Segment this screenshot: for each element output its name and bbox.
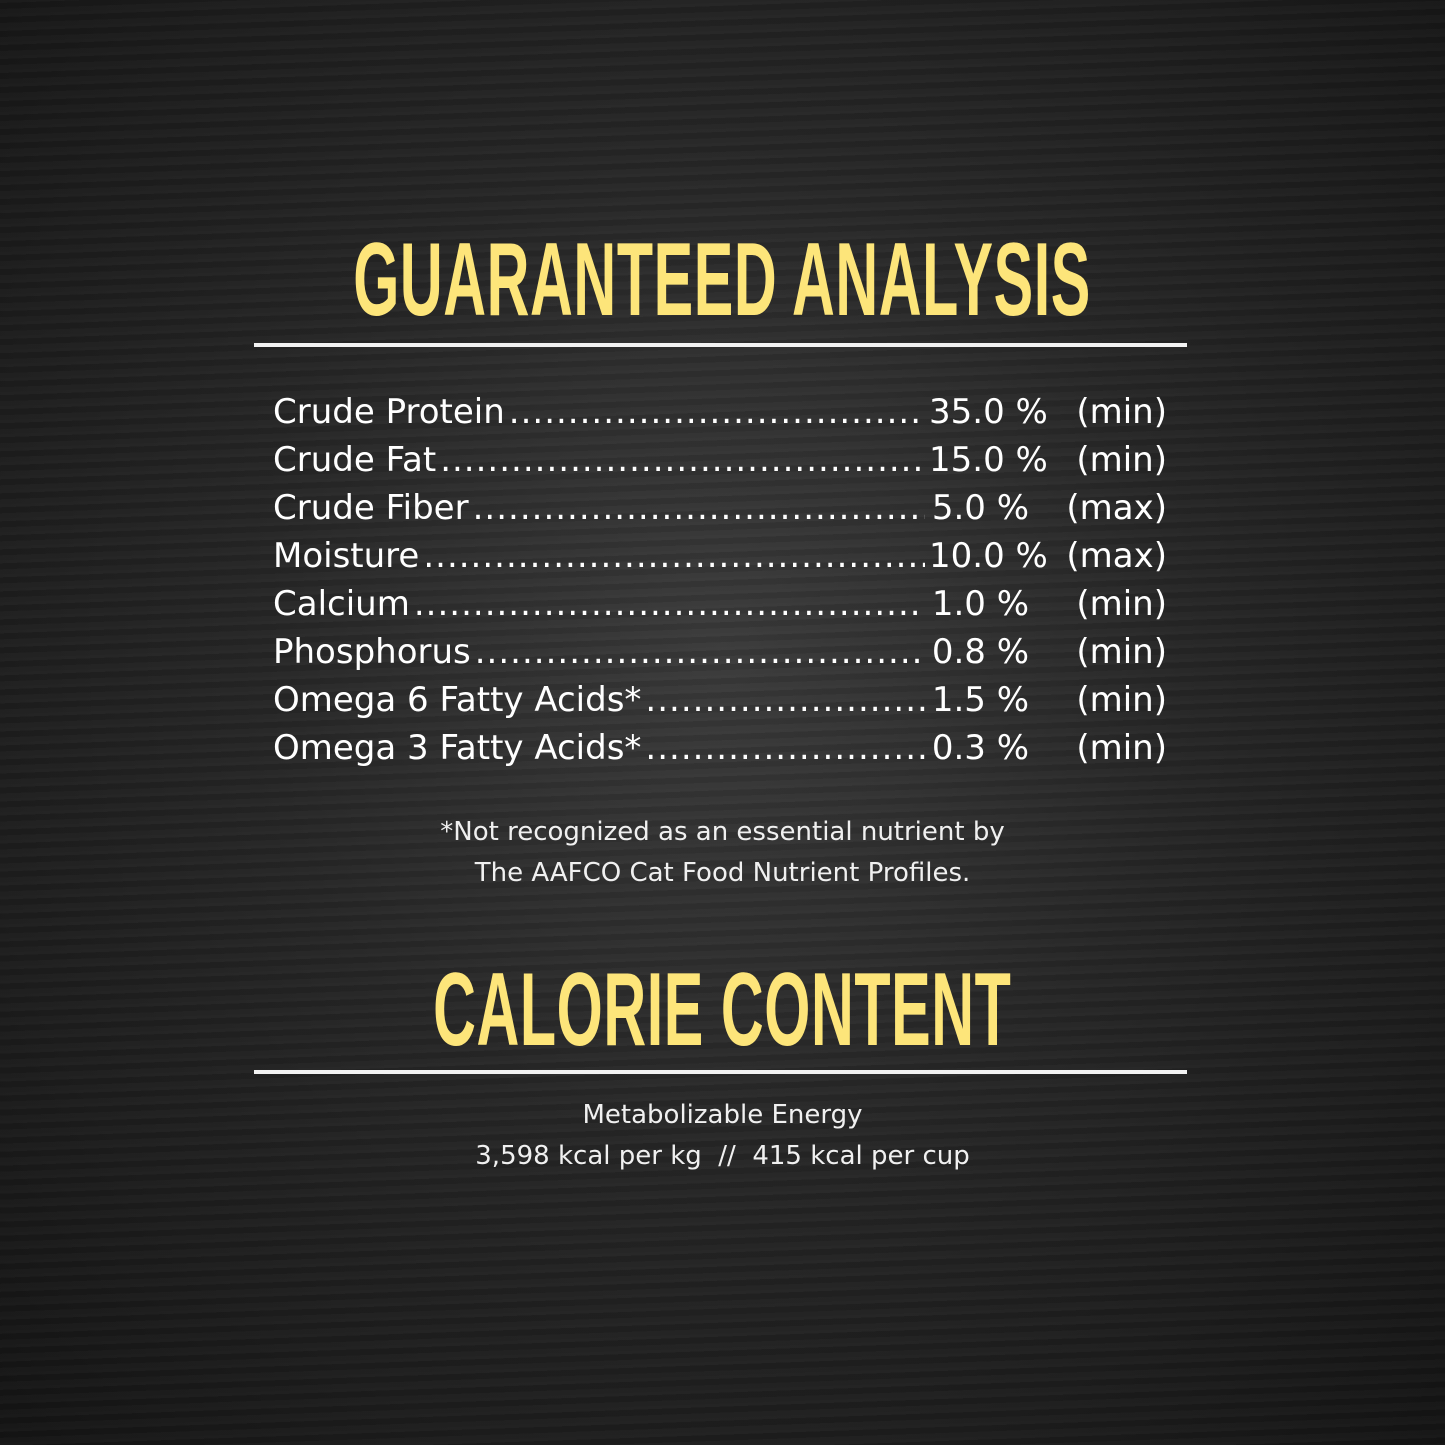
divider: [254, 343, 1187, 347]
table-row: Moisture 10.0 % (max): [273, 532, 1167, 580]
table-row: Omega 3 Fatty Acids* 0.3 % (min): [273, 724, 1167, 772]
nutrient-value: 1.0 %: [931, 584, 1029, 624]
nutrient-label: Calcium: [273, 584, 410, 624]
nutrient-value: 1.5 %: [931, 680, 1029, 720]
dot-leader: [475, 628, 925, 676]
guaranteed-analysis-title: GUARANTEED ANALYSIS: [0, 228, 1445, 332]
footnote-line-2: The AAFCO Cat Food Nutrient Profiles.: [474, 858, 971, 888]
table-row: Crude Fiber 5.0 % (max): [273, 484, 1167, 532]
nutrient-value: 10.0 %: [929, 536, 1048, 576]
nutrient-value: 0.8 %: [931, 632, 1029, 672]
nutrient-qualifier: (min): [1076, 728, 1167, 768]
energy-values: 3,598 kcal per kg // 415 kcal per cup: [475, 1141, 970, 1171]
footnote-line-1: *Not recognized as an essential nutrient…: [440, 817, 1005, 847]
nutrient-qualifier: (min): [1076, 632, 1167, 672]
nutrient-value: 5.0 %: [931, 488, 1029, 528]
nutrient-qualifier: (max): [1066, 488, 1167, 528]
divider: [254, 1070, 1187, 1074]
dot-leader: [509, 388, 925, 436]
nutrient-value: 35.0 %: [929, 392, 1048, 432]
nutrient-qualifier: (max): [1066, 536, 1167, 576]
title-text: CALORIE CONTENT: [433, 952, 1012, 1068]
dot-leader: [473, 484, 925, 532]
table-row: Calcium 1.0 % (min): [273, 580, 1167, 628]
nutrient-label: Phosphorus: [273, 632, 471, 672]
dot-leader: [423, 532, 925, 580]
nutrient-label: Crude Protein: [273, 392, 505, 432]
nutrient-qualifier: (min): [1076, 584, 1167, 624]
energy-label: Metabolizable Energy: [582, 1100, 863, 1130]
table-row: Phosphorus 0.8 % (min): [273, 628, 1167, 676]
nutrient-label: Omega 3 Fatty Acids*: [273, 728, 642, 768]
nutrient-qualifier: (min): [1076, 440, 1167, 480]
title-text: GUARANTEED ANALYSIS: [353, 222, 1092, 338]
nutrient-value: 15.0 %: [929, 440, 1048, 480]
dot-leader: [645, 724, 925, 772]
dot-leader: [414, 580, 925, 628]
nutrient-label: Omega 6 Fatty Acids*: [273, 680, 642, 720]
calorie-content-title: CALORIE CONTENT: [0, 958, 1445, 1062]
nutrient-label: Crude Fiber: [273, 488, 469, 528]
dot-leader: [645, 676, 925, 724]
table-row: Omega 6 Fatty Acids* 1.5 % (min): [273, 676, 1167, 724]
nutrient-qualifier: (min): [1076, 392, 1167, 432]
nutrient-label: Crude Fat: [273, 440, 437, 480]
table-row: Crude Fat 15.0 % (min): [273, 436, 1167, 484]
table-row: Crude Protein 35.0 % (min): [273, 388, 1167, 436]
nutrient-value: 0.3 %: [931, 728, 1029, 768]
nutrient-label: Moisture: [273, 536, 420, 576]
dot-leader: [440, 436, 925, 484]
nutrient-qualifier: (min): [1076, 680, 1167, 720]
analysis-table: Crude Protein 35.0 % (min) Crude Fat 15.0 %…: [273, 388, 1167, 772]
